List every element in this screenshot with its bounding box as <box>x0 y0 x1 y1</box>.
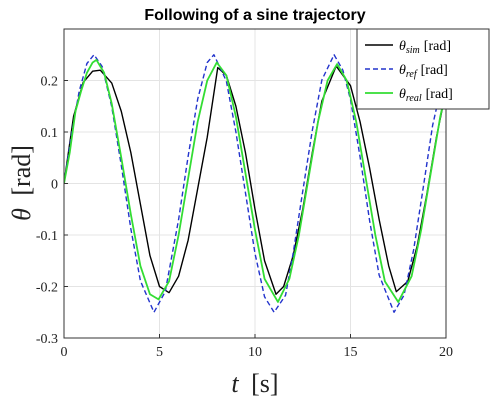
series-line-ref <box>64 54 446 313</box>
series-line-real <box>64 59 446 303</box>
legend-entry-real: θreal [rad] <box>399 87 453 104</box>
y-tick-label-5: 0.2 <box>41 75 59 90</box>
y-axis-symbol: θ <box>7 208 36 221</box>
tick-labels: 0 5 10 15 20 -0.3 -0.2 -0.1 0 0.1 0.2 <box>36 75 453 361</box>
y-tick-label-2: -0.1 <box>36 229 58 244</box>
legend-entry-ref: θref [rad] <box>399 63 448 80</box>
axes <box>63 28 447 339</box>
chart-title: Following of a sine trajectory <box>144 7 365 24</box>
legend-entry-sim: θsim [rad] <box>399 39 451 56</box>
x-tick-label-2: 10 <box>248 345 262 360</box>
x-axis-label: t [s] <box>231 369 278 398</box>
legend-box <box>356 28 490 110</box>
y-tick-label-3: 0 <box>51 178 58 193</box>
x-tick-label-3: 15 <box>344 345 358 360</box>
series-layer <box>64 54 446 313</box>
x-axis-unit: [s] <box>251 369 278 398</box>
y-axis-unit: [rad] <box>7 145 36 196</box>
legend: θsim [rad] θref [rad] θreal [rad] <box>356 28 490 110</box>
y-tick-label-4: 0.1 <box>41 126 59 141</box>
series-line-sim <box>64 65 446 295</box>
y-tick-label-1: -0.2 <box>36 281 58 296</box>
x-tick-label-0: 0 <box>61 345 68 360</box>
y-axis-label: θ [rad] <box>7 145 36 221</box>
x-axis-symbol: t <box>231 369 239 398</box>
x-tick-label-4: 20 <box>439 345 453 360</box>
x-tick-label-1: 5 <box>156 345 163 360</box>
y-tick-label-0: -0.3 <box>36 332 58 347</box>
